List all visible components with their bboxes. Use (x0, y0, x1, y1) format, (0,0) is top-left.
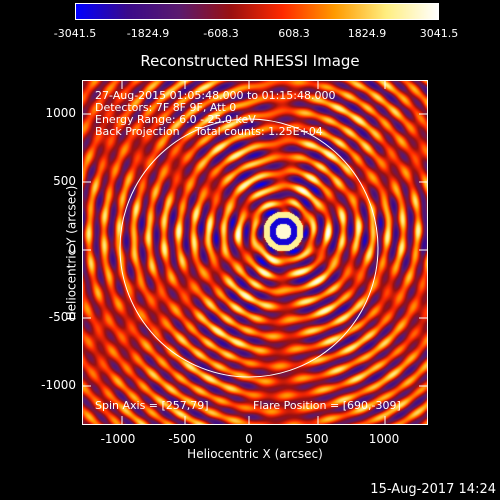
y-tick-label: -1000 (41, 378, 76, 392)
info-total-counts: Total counts: 1.25E+04 (195, 125, 323, 138)
y-tick-label: -500 (48, 310, 76, 324)
info-time-range: 27-Aug-2015 01:05:48.000 to 01:15:48.000 (95, 89, 336, 102)
info-detectors: Detectors: 7F 8F 9F, Att 0 (95, 101, 237, 114)
y-tick-label: 500 (53, 174, 76, 188)
solar-limb-circle (119, 118, 379, 378)
colorbar-tick-label: 608.3 (278, 27, 310, 40)
y-tick-label: 0 (68, 242, 76, 256)
colorbar-tick-label: 3041.5 (419, 27, 459, 40)
axis-ticks (83, 81, 427, 424)
colorbar-tick-label: 1824.9 (347, 27, 387, 40)
x-tick-label: -500 (168, 432, 196, 446)
plot-title: Reconstructed RHESSI Image (140, 52, 360, 70)
x-tick-label: -1000 (100, 432, 136, 446)
reconstructed-image (83, 81, 427, 424)
x-tick-label: 500 (305, 432, 329, 446)
x-tick-label: 1000 (368, 432, 400, 446)
y-tick-label: 1000 (45, 106, 76, 120)
info-energy-range: Energy Range: 6.0 - 25.0 keV (95, 113, 256, 126)
colorbar-tick-label: -3041.5 (53, 27, 97, 40)
timestamp: 15-Aug-2017 14:24 (370, 482, 496, 497)
y-axis-label: Heliocentric Y (arcsec) (64, 185, 79, 321)
plot-overlay (83, 81, 427, 424)
info-flare-position: Flare Position = [690,-309] (253, 399, 401, 412)
colorbar (75, 3, 439, 20)
image-plot-area: 27-Aug-2015 01:05:48.000 to 01:15:48.000… (82, 80, 428, 425)
colorbar-tick-label: -608.3 (203, 27, 239, 40)
colorbar-tick-label: -1824.9 (126, 27, 170, 40)
info-spin-axis: Spin Axis = [257,79] (95, 399, 209, 412)
x-tick-label: 0 (245, 432, 253, 446)
info-method: Back Projection (95, 125, 180, 138)
x-axis-label: Heliocentric X (arcsec) (187, 447, 323, 461)
